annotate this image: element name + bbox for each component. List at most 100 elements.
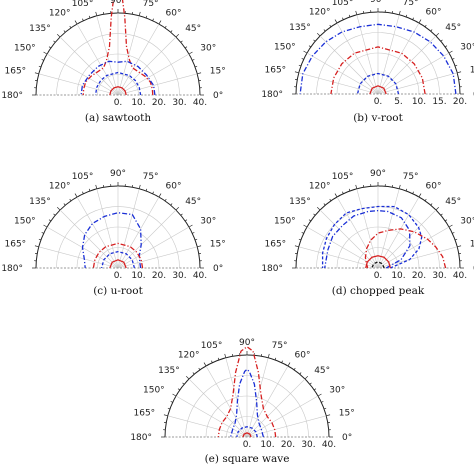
series-line-3 bbox=[364, 228, 447, 269]
angle-tick-label: 60° bbox=[426, 182, 442, 192]
angle-tick-mark bbox=[342, 17, 344, 20]
angle-tick-mark bbox=[56, 33, 61, 38]
angle-tick-mark bbox=[405, 188, 408, 192]
angular-gridline bbox=[117, 53, 190, 96]
angle-tick-label: 45° bbox=[185, 24, 201, 34]
angle-tick-mark bbox=[170, 203, 173, 206]
angle-tick-mark bbox=[430, 203, 433, 206]
angle-tick-label: 30° bbox=[200, 217, 216, 227]
angle-tick-label: 15° bbox=[470, 239, 474, 249]
angle-tick-mark bbox=[184, 46, 188, 49]
angle-tick-mark bbox=[56, 206, 61, 211]
radial-tick-label: 10. bbox=[412, 97, 426, 107]
radial-tick-label: 20. bbox=[453, 97, 467, 107]
angle-tick-mark bbox=[38, 238, 42, 241]
polar-panel-2: 90°75°60°45°30°15°0°165°150°135°120°105°… bbox=[261, 0, 474, 124]
angular-gridline bbox=[59, 36, 119, 96]
angle-tick-mark bbox=[194, 238, 198, 241]
angle-tick-mark bbox=[194, 65, 198, 68]
angle-tick-label: 135° bbox=[158, 366, 180, 376]
angle-tick-mark bbox=[334, 19, 338, 24]
angle-tick-label: 150° bbox=[14, 217, 36, 227]
series-line-4 bbox=[109, 259, 127, 269]
angle-tick-mark bbox=[303, 50, 308, 54]
angle-tick-label: 90° bbox=[110, 169, 126, 179]
series-line-1 bbox=[217, 346, 277, 438]
angle-tick-mark bbox=[418, 19, 422, 24]
angular-gridline bbox=[319, 209, 379, 269]
angular-gridline bbox=[38, 246, 119, 269]
angular-gridline bbox=[246, 378, 306, 438]
angular-gridline bbox=[117, 15, 140, 96]
angle-tick-mark bbox=[43, 224, 48, 228]
angle-tick-mark bbox=[167, 407, 171, 410]
angle-tick-mark bbox=[430, 29, 433, 32]
radial-tick-label: 0. bbox=[374, 97, 383, 107]
angular-gridline bbox=[306, 52, 379, 95]
angle-tick-label: 30° bbox=[329, 386, 345, 396]
angle-tick-mark bbox=[211, 360, 213, 363]
angle-tick-label: 75° bbox=[403, 0, 419, 8]
angle-tick-mark bbox=[69, 198, 72, 202]
angle-tick-mark bbox=[448, 224, 453, 228]
series-line-1 bbox=[82, 0, 154, 96]
angle-tick-mark bbox=[274, 357, 277, 361]
angle-tick-mark bbox=[163, 414, 168, 417]
series-line-1 bbox=[299, 23, 457, 95]
angle-tick-mark bbox=[43, 51, 48, 55]
angle-tick-label: 0° bbox=[213, 91, 223, 101]
angle-tick-label: 15° bbox=[210, 66, 226, 76]
series-line-2 bbox=[330, 46, 426, 95]
angle-tick-mark bbox=[138, 11, 141, 16]
angle-tick-mark bbox=[398, 10, 401, 15]
radial-tick-label: 30. bbox=[172, 271, 186, 281]
angle-tick-mark bbox=[303, 224, 308, 228]
angle-tick-mark bbox=[152, 18, 154, 21]
radial-tick-label: 20. bbox=[152, 271, 166, 281]
angular-gridline bbox=[356, 14, 379, 95]
angle-tick-mark bbox=[323, 407, 327, 410]
angular-gridline bbox=[96, 188, 119, 269]
angle-tick-label: 105° bbox=[201, 341, 223, 351]
radial-tick-label: 10. bbox=[131, 98, 145, 108]
angle-tick-mark bbox=[309, 382, 312, 385]
angle-tick-mark bbox=[177, 388, 181, 391]
panel-caption: (a) sawtooth bbox=[85, 112, 152, 124]
angle-tick-label: 135° bbox=[29, 24, 51, 34]
radial-tick-label: 0. bbox=[114, 98, 123, 108]
angle-tick-label: 135° bbox=[289, 197, 311, 207]
angle-tick-label: 60° bbox=[295, 351, 311, 361]
radial-tick-label: 30. bbox=[432, 271, 446, 281]
angle-tick-mark bbox=[198, 367, 201, 371]
radial-tick-label: 0. bbox=[374, 271, 383, 281]
series-line-2 bbox=[92, 242, 144, 269]
angle-tick-mark bbox=[452, 58, 455, 60]
angle-tick-mark bbox=[452, 232, 455, 234]
angle-tick-mark bbox=[294, 71, 299, 74]
angle-tick-mark bbox=[197, 72, 202, 75]
angle-tick-label: 165° bbox=[5, 66, 27, 76]
angle-tick-label: 75° bbox=[143, 172, 159, 182]
angular-gridline bbox=[117, 246, 198, 269]
angle-tick-mark bbox=[298, 238, 302, 241]
angle-tick-mark bbox=[348, 188, 351, 192]
angle-tick-mark bbox=[145, 188, 148, 192]
angle-tick-label: 120° bbox=[49, 182, 71, 192]
angle-tick-mark bbox=[435, 206, 440, 211]
angle-tick-label: 30° bbox=[460, 217, 474, 227]
angular-gridline bbox=[188, 378, 248, 438]
angle-tick-label: 45° bbox=[445, 197, 461, 207]
angular-gridline bbox=[76, 196, 119, 269]
angle-tick-mark bbox=[180, 40, 183, 43]
angle-tick-label: 60° bbox=[166, 182, 182, 192]
angle-tick-mark bbox=[316, 32, 321, 37]
angle-tick-mark bbox=[405, 14, 408, 18]
angle-tick-mark bbox=[299, 372, 302, 375]
radial-tick-label: 20. bbox=[152, 98, 166, 108]
radial-tick-label: 20. bbox=[281, 440, 295, 450]
angle-tick-mark bbox=[175, 33, 180, 38]
angle-tick-mark bbox=[48, 46, 52, 49]
angle-tick-label: 135° bbox=[29, 197, 51, 207]
angle-tick-mark bbox=[444, 45, 448, 48]
angle-tick-mark bbox=[182, 382, 185, 385]
